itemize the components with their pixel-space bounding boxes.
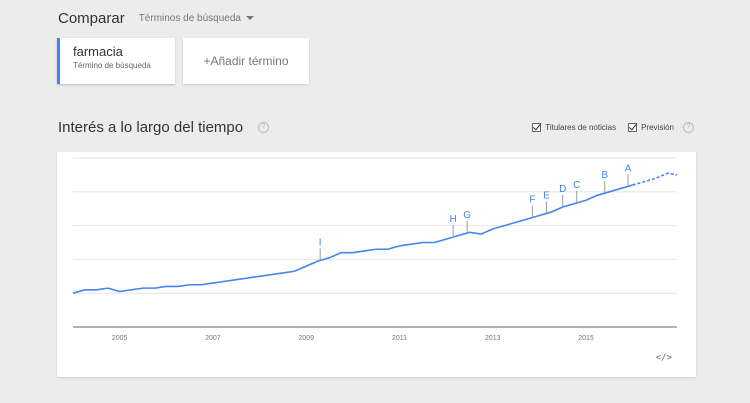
news-headlines-checkbox[interactable] <box>532 123 542 132</box>
section-title-text: Interés a lo largo del tiempo <box>58 119 244 136</box>
annotation-label: G <box>463 210 471 221</box>
annotation-label: F <box>529 194 535 205</box>
search-terms-dropdown[interactable]: Términos de búsqueda <box>139 13 254 24</box>
interest-line-chart: 2005 2007 2009 2011 2013 2015 I H G F ED C B A <box>72 157 678 342</box>
annotation-label: B <box>601 170 608 181</box>
x-tick-label: 2007 <box>205 335 221 342</box>
forecast-help-icon[interactable]: ? <box>683 122 694 133</box>
compare-title: Comparar <box>58 9 125 27</box>
x-tick-label: 2005 <box>112 335 128 342</box>
annotation-label: H <box>450 214 457 225</box>
x-tick-label: 2013 <box>485 335 501 342</box>
x-tick-label: 2015 <box>578 335 594 342</box>
annotation-label: I <box>319 237 322 248</box>
search-term-type: Término de búsqueda <box>73 61 151 70</box>
annotation-label: E <box>543 190 550 201</box>
search-terms-dropdown-label: Términos de búsqueda <box>138 12 241 24</box>
forecast-option[interactable]: Previsión ? <box>628 122 694 133</box>
compare-header: Comparar Términos de búsqueda <box>58 6 254 30</box>
help-icon[interactable]: ? <box>258 122 270 133</box>
interest-over-time-heading: Interés a lo largo del tiempo ? <box>58 119 270 136</box>
x-tick-label: 2009 <box>298 335 314 342</box>
search-term-name: farmacia <box>73 44 123 59</box>
annotation-label: A <box>625 163 632 174</box>
news-headlines-option[interactable]: Titulares de noticias <box>532 123 616 132</box>
annotation-label: C <box>573 180 580 191</box>
forecast-label: Previsión <box>641 123 674 132</box>
embed-code-icon[interactable]: </> <box>655 353 672 363</box>
chart-options: Titulares de noticias Previsión ? <box>532 122 694 133</box>
forecast-checkbox[interactable] <box>628 123 638 132</box>
x-tick-label: 2011 <box>392 335 407 342</box>
search-term-card[interactable]: farmacia Término de búsqueda <box>57 38 175 84</box>
news-headlines-label: Titulares de noticias <box>545 123 617 132</box>
interest-chart-card: 2005 2007 2009 2011 2013 2015 I H G F E D C B A </> <box>57 152 696 377</box>
series-line-farmacia <box>72 184 633 294</box>
caret-down-icon <box>245 16 254 20</box>
add-term-button[interactable]: +Añadir término <box>183 38 309 84</box>
forecast-line-farmacia <box>632 172 678 186</box>
annotation-label: D <box>559 184 566 195</box>
